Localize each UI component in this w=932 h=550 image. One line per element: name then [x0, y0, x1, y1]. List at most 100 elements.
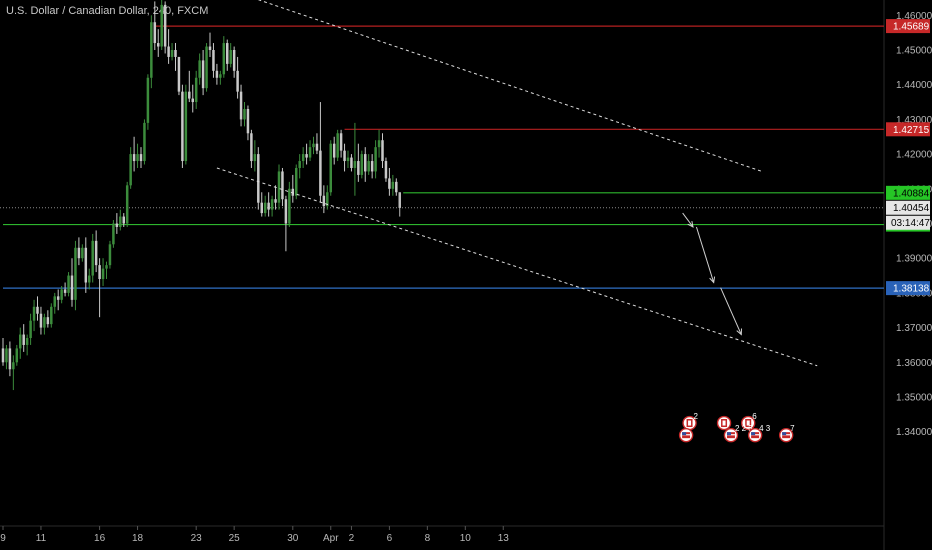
candle-body	[167, 46, 170, 57]
time-tick-label: 9	[0, 533, 6, 544]
candle-body	[153, 22, 157, 44]
chart-title: U.S. Dollar / Canadian Dollar, 240, FXCM	[6, 5, 209, 17]
countdown-tag	[886, 215, 930, 230]
usa-event-icon[interactable]	[723, 427, 739, 443]
candle-body	[374, 147, 377, 172]
usa-event-icon[interactable]	[778, 427, 794, 443]
candle-body	[15, 348, 19, 363]
candle-body	[81, 247, 84, 259]
candle-body	[191, 98, 194, 103]
candle-body	[291, 188, 295, 196]
candle-body	[150, 22, 153, 78]
candle-body	[181, 91, 184, 162]
candle-body	[364, 154, 367, 172]
level-price-tag-text: 1.45689	[893, 22, 930, 33]
time-tick-label: 18	[132, 533, 144, 544]
price-tick-label: 1.34000	[896, 427, 932, 438]
canada-event-icon[interactable]	[716, 415, 732, 431]
candle-body	[246, 108, 250, 134]
candle-body	[29, 320, 32, 339]
candle-body	[219, 74, 222, 78]
candle-body	[319, 150, 322, 196]
projection-arrow-2[interactable]	[720, 287, 742, 335]
price-tick-label: 1.37000	[896, 323, 932, 334]
candle-body	[308, 147, 312, 158]
usa-event-icon[interactable]	[678, 427, 694, 443]
canada-event-icon[interactable]	[682, 415, 697, 431]
candle-body	[222, 43, 226, 75]
candle-body	[367, 161, 370, 172]
candle-body	[56, 296, 60, 300]
candle-body	[36, 306, 39, 314]
candle-body	[284, 199, 288, 224]
candle-body	[115, 223, 119, 227]
candle-body	[194, 77, 198, 103]
candle-body	[5, 348, 8, 363]
candle-body	[398, 192, 401, 208]
candle-body	[122, 216, 125, 224]
projection-arrow-1[interactable]	[695, 226, 715, 283]
candle-body	[177, 56, 181, 92]
price-tick-label: 1.43000	[896, 115, 932, 126]
candle-body	[129, 154, 132, 186]
candle-body	[277, 171, 281, 203]
trend-line-1[interactable]	[216, 167, 818, 367]
price-tags: 1.456891.427151.408841.399691.381381.404…	[886, 19, 930, 296]
candle-body	[236, 70, 239, 92]
arrow-head-icon	[736, 328, 743, 336]
candle-body	[388, 178, 391, 189]
price-tick-label: 1.44000	[896, 80, 932, 91]
trend-line-0[interactable]	[258, 0, 763, 172]
price-tick-label: 1.42000	[896, 150, 932, 161]
candle-body	[257, 154, 260, 203]
candle-body	[305, 154, 308, 158]
candle-body	[346, 157, 350, 162]
canada-event-icon[interactable]	[741, 415, 756, 431]
event-count: 6	[752, 412, 757, 421]
candle-body	[263, 202, 267, 214]
candle-body	[270, 199, 274, 210]
candle-body	[360, 154, 364, 175]
time-tick-label: 13	[498, 533, 510, 544]
candle-body	[253, 154, 257, 162]
candle-body	[215, 70, 219, 78]
candle-body	[336, 133, 339, 158]
time-tick-label: 25	[229, 533, 241, 544]
projection-arrow-0[interactable]	[682, 212, 694, 228]
price-tick-label: 1.46000	[896, 11, 932, 22]
candle-body	[298, 161, 301, 168]
candle-body	[381, 140, 384, 162]
candle-body	[295, 167, 298, 196]
candle-body	[22, 334, 25, 345]
candle-body	[329, 143, 332, 193]
candle-body	[132, 154, 136, 162]
candle-body	[143, 122, 146, 162]
candle-body	[339, 133, 343, 151]
candle-body	[77, 247, 81, 259]
candle-body	[146, 77, 150, 123]
current-price-tag	[886, 200, 930, 215]
candle-body	[391, 181, 395, 189]
candle-body	[370, 161, 374, 172]
time-tick-label: 10	[460, 533, 472, 544]
candle-body	[94, 240, 98, 266]
candle-body	[250, 133, 253, 162]
candle-body	[267, 202, 270, 210]
level-price-tag	[886, 185, 930, 200]
usa-event-icon[interactable]	[747, 427, 763, 443]
candle-body	[67, 275, 70, 293]
time-axis: 9 11 16 18 23 25 30 Apr 2 6 8 10 13	[0, 526, 509, 544]
candle-body	[229, 50, 232, 64]
event-count: 2 2 3	[735, 424, 753, 433]
candle-body	[19, 334, 22, 349]
candle-body	[260, 202, 263, 214]
candle-body	[112, 223, 115, 245]
candle-body	[343, 150, 346, 162]
candle-body	[98, 265, 101, 280]
event-count: 2	[694, 412, 699, 421]
candle-body	[208, 46, 212, 50]
candle-body	[170, 50, 174, 57]
price-tick-label: 1.35000	[896, 393, 932, 404]
candle-body	[1, 348, 5, 363]
